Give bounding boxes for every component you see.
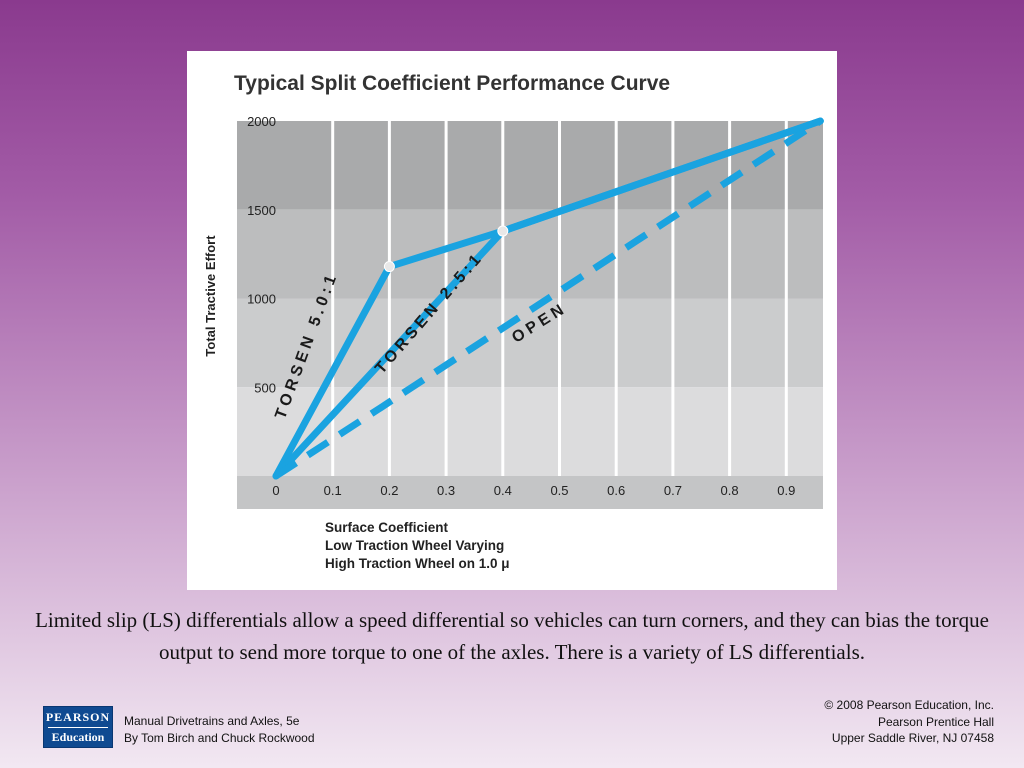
y-tick-label: 1500	[247, 203, 276, 218]
band-0-500	[237, 387, 823, 476]
book-authors: By Tom Birch and Chuck Rockwood	[124, 731, 315, 745]
x-axis-label-line: Surface Coefficient	[325, 520, 449, 535]
y-axis-label: Total Tractive Effort	[203, 235, 218, 357]
x-tick-label: 0	[272, 483, 279, 498]
x-tick-label: 0.9	[777, 483, 795, 498]
band-x-axis	[237, 476, 823, 509]
y-tick-label: 1000	[247, 292, 276, 307]
logo-brand: PEARSON	[45, 710, 111, 724]
x-tick-label: 0.2	[380, 483, 398, 498]
publisher-line: Pearson Prentice Hall	[877, 714, 994, 729]
footer-copyright: © 2008 Pearson Education, Inc. Pearson P…	[824, 697, 994, 747]
footer-book-info: Manual Drivetrains and Axles, 5e By Tom …	[124, 713, 315, 747]
x-tick-label: 0.1	[324, 483, 342, 498]
series-line-2	[274, 118, 823, 479]
x-tick-label: 0.8	[721, 483, 739, 498]
logo-divider	[48, 727, 108, 728]
copyright-line: © 2008 Pearson Education, Inc.	[824, 698, 994, 712]
chart-title: Typical Split Coefficient Performance Cu…	[234, 72, 670, 95]
y-tick-label: 2000	[247, 114, 276, 129]
chart-figure: Typical Split Coefficient Performance Cu…	[187, 51, 837, 590]
x-tick-label: 0.6	[607, 483, 625, 498]
book-title: Manual Drivetrains and Axles, 5e	[124, 714, 300, 728]
x-tick-label: 0.4	[494, 483, 512, 498]
location-line: Upper Saddle River, NJ 07458	[831, 731, 994, 745]
series-knee-point-1	[497, 225, 509, 237]
logo-sub: Education	[51, 730, 105, 744]
band-1500-2000	[237, 121, 823, 210]
chart-svg: Typical Split Coefficient Performance Cu…	[203, 72, 824, 571]
pearson-logo: PEARSON Education	[43, 706, 113, 748]
x-tick-label: 0.5	[550, 483, 568, 498]
series-knee-point-0	[383, 261, 395, 273]
x-axis-label-line: Low Traction Wheel Varying	[325, 538, 504, 553]
y-tick-label: 500	[254, 380, 276, 395]
x-axis-label-line: High Traction Wheel on 1.0 μ	[325, 556, 510, 571]
x-tick-label: 0.3	[437, 483, 455, 498]
slide-caption: Limited slip (LS) differentials allow a …	[35, 608, 989, 664]
x-axis-label: Surface Coefficient Low Traction Wheel Va…	[325, 520, 510, 571]
x-tick-label: 0.7	[664, 483, 682, 498]
